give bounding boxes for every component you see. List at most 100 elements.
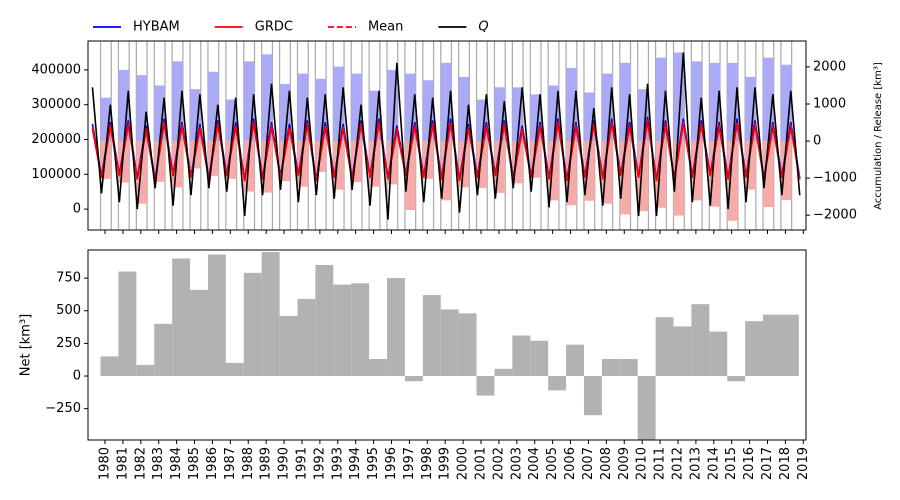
storage-bar bbox=[279, 83, 291, 142]
storage-bar bbox=[673, 52, 685, 142]
storage-bar bbox=[351, 73, 362, 142]
storage-bar bbox=[261, 141, 273, 193]
x-tick-label: 2005 bbox=[545, 447, 560, 480]
x-tick-label: 1997 bbox=[402, 447, 417, 480]
legend-label: Mean bbox=[368, 20, 403, 35]
storage-bar bbox=[261, 54, 273, 142]
storage-bar bbox=[512, 87, 524, 142]
net-bar bbox=[225, 362, 244, 377]
x-tick-label: 2007 bbox=[581, 447, 596, 480]
net-bar bbox=[780, 314, 799, 377]
x-tick-label: 2003 bbox=[509, 447, 524, 480]
storage-bar bbox=[780, 141, 792, 200]
y-tick-label: 250 bbox=[56, 336, 81, 351]
storage-bar bbox=[548, 141, 559, 201]
storage-bar bbox=[207, 141, 219, 176]
storage-bar bbox=[118, 69, 130, 142]
storage-bar bbox=[118, 141, 130, 183]
net-bar bbox=[530, 340, 549, 377]
x-tick-label: 1995 bbox=[366, 447, 381, 480]
net-bar bbox=[190, 289, 208, 377]
x-tick-label: 1980 bbox=[98, 447, 113, 480]
y-tick-label: 0 bbox=[73, 202, 81, 217]
storage-bar bbox=[369, 141, 380, 187]
storage-bar bbox=[297, 141, 309, 187]
net-bar bbox=[118, 271, 137, 377]
x-tick-label: 1981 bbox=[115, 447, 130, 480]
y-tick-label: 100000 bbox=[31, 167, 81, 182]
storage-bar bbox=[512, 141, 524, 184]
x-tick-label: 1988 bbox=[241, 447, 256, 480]
y-tick-label: 750 bbox=[56, 271, 81, 286]
x-tick-label: 2019 bbox=[796, 447, 811, 480]
x-tick-label: 2001 bbox=[474, 447, 489, 480]
net-bar bbox=[261, 251, 280, 377]
net-bar bbox=[315, 265, 334, 377]
storage-bar bbox=[619, 141, 631, 215]
net-bar bbox=[673, 326, 692, 377]
y-tick-label: 500 bbox=[56, 303, 81, 318]
storage-bar bbox=[404, 141, 416, 210]
storage-bar bbox=[655, 57, 667, 142]
storage-bar bbox=[691, 61, 703, 142]
x-tick-label: 2016 bbox=[742, 447, 757, 480]
storage-bar bbox=[279, 141, 291, 182]
y-tick-label: 300000 bbox=[31, 97, 81, 112]
net-bar bbox=[422, 295, 441, 377]
y2-tick-label: −1000 bbox=[813, 171, 857, 186]
x-tick-label: 1986 bbox=[205, 447, 220, 480]
net-bar bbox=[566, 344, 584, 377]
storage-bar bbox=[566, 141, 577, 206]
x-tick-label: 1993 bbox=[330, 447, 345, 480]
storage-bar bbox=[583, 92, 595, 142]
x-tick-label: 2004 bbox=[527, 447, 542, 480]
net-bar bbox=[172, 258, 191, 377]
storage-bar bbox=[100, 141, 112, 179]
legend-label: GRDC bbox=[255, 20, 293, 35]
storage-bar bbox=[637, 141, 649, 212]
x-tick-label: 2015 bbox=[724, 447, 739, 480]
storage-bar bbox=[154, 85, 165, 142]
net-bar bbox=[297, 298, 316, 377]
storage-bar bbox=[709, 62, 721, 142]
legend-label: HYBAM bbox=[133, 20, 180, 35]
y2-tick-label: 0 bbox=[813, 134, 821, 149]
storage-bar bbox=[100, 97, 112, 142]
storage-bar bbox=[243, 61, 255, 142]
net-bar bbox=[512, 335, 531, 377]
storage-bar bbox=[387, 141, 398, 185]
y2-tick-label: −2000 bbox=[813, 208, 857, 223]
x-tick-label: 1987 bbox=[223, 447, 238, 480]
storage-bar bbox=[637, 89, 649, 142]
x-tick-label: 1992 bbox=[312, 447, 327, 480]
bottom-plot-area bbox=[100, 251, 799, 440]
storage-bar bbox=[333, 66, 345, 142]
x-tick-label: 2018 bbox=[778, 447, 793, 480]
net-bar bbox=[369, 359, 388, 377]
storage-bar bbox=[404, 73, 416, 142]
x-tick-label: 1982 bbox=[133, 447, 148, 480]
x-tick-label: 2006 bbox=[563, 447, 578, 480]
storage-bar bbox=[601, 73, 613, 142]
storage-bar bbox=[225, 99, 237, 142]
storage-bar bbox=[190, 89, 201, 142]
storage-bar bbox=[655, 141, 667, 208]
net-bar bbox=[458, 313, 477, 377]
x-tick-label: 2000 bbox=[456, 447, 471, 480]
net-bar bbox=[637, 376, 656, 440]
net-bar bbox=[154, 323, 173, 377]
storage-bar bbox=[691, 141, 703, 201]
storage-bar bbox=[745, 141, 756, 190]
storage-bar bbox=[172, 61, 183, 142]
x-tick-label: 2014 bbox=[706, 447, 721, 480]
series-line bbox=[91, 52, 801, 220]
y-axis-label: Net [km³] bbox=[19, 314, 34, 377]
net-bar bbox=[207, 254, 226, 377]
storage-bar bbox=[727, 141, 738, 221]
y2-axis-label: Accumulation / Release [km³] bbox=[873, 62, 884, 210]
x-tick-label: 1998 bbox=[420, 447, 435, 480]
storage-bar bbox=[476, 141, 488, 189]
storage-bar bbox=[727, 62, 738, 142]
storage-bar bbox=[745, 76, 756, 142]
storage-bar bbox=[387, 69, 398, 142]
